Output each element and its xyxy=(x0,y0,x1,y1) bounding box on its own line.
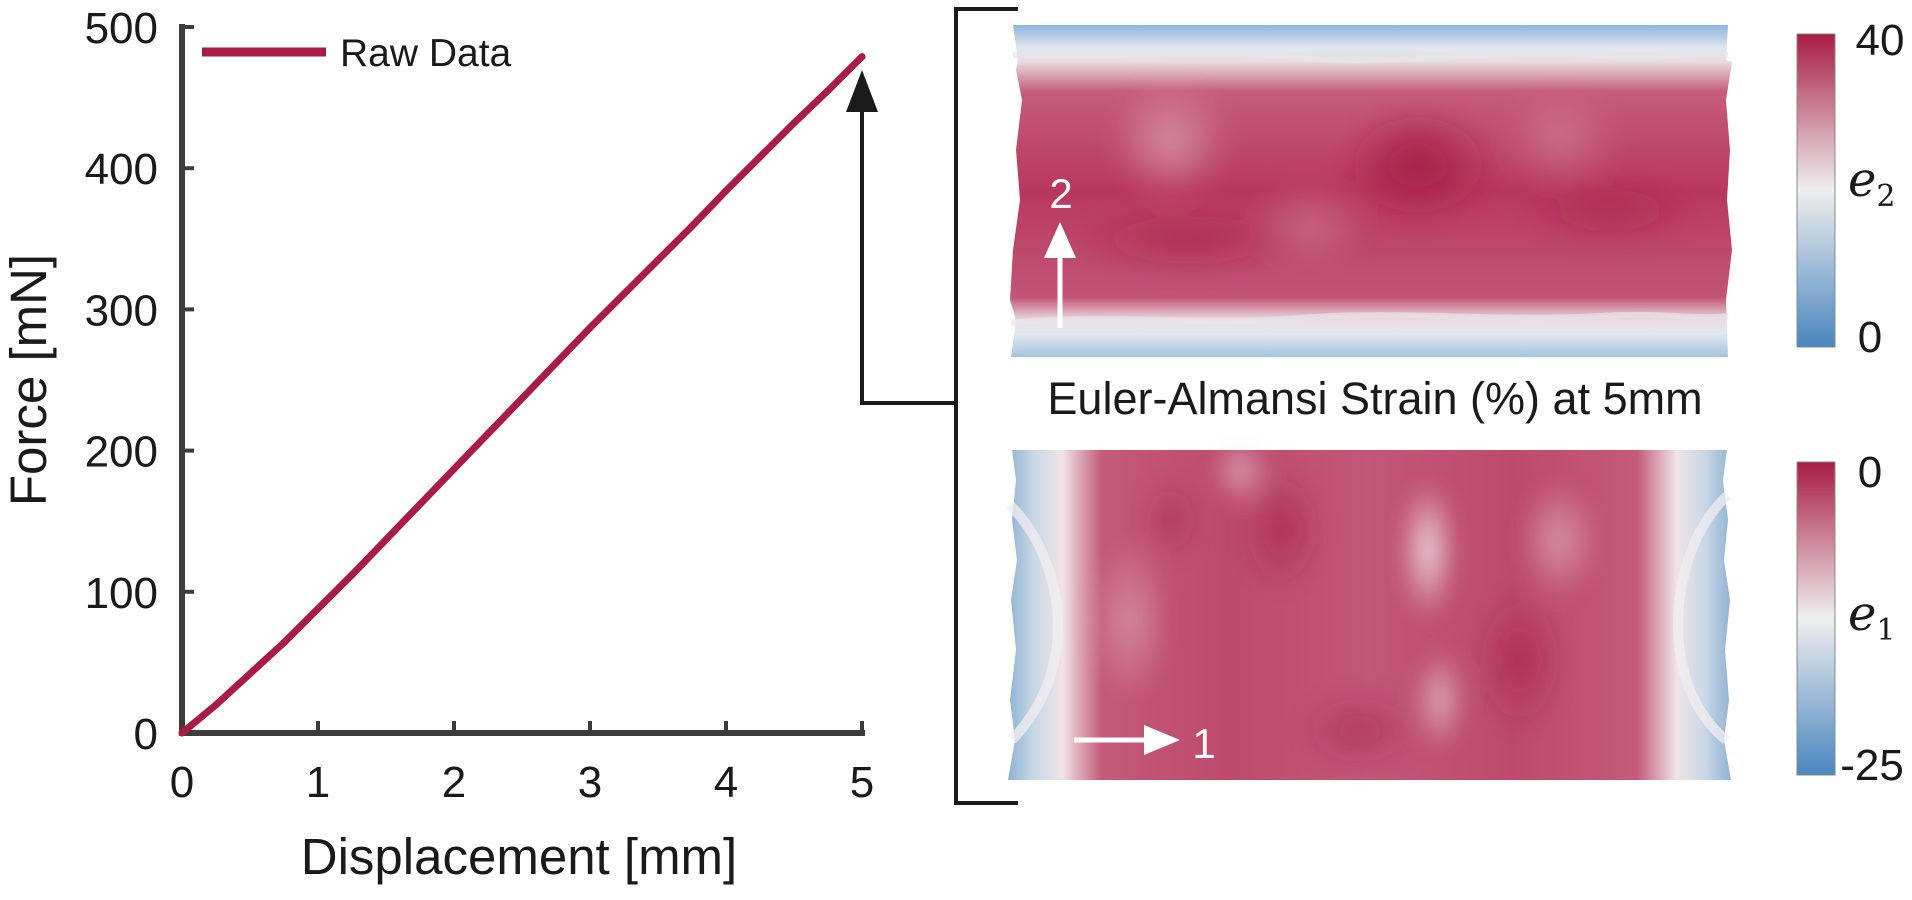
direction-label-1: 1 xyxy=(1192,720,1215,767)
data-point xyxy=(790,119,798,127)
x-tick-label: 3 xyxy=(578,758,602,807)
force-displacement-chart: 0 1 2 3 4 5 0 100 200 300 400 500 Displacement [mm… xyxy=(0,4,956,885)
annotation-arrow xyxy=(860,100,956,405)
colorbar-e1-min-label: -25 xyxy=(1840,741,1904,790)
y-axis-ticks: 0 100 200 300 400 500 xyxy=(85,4,194,759)
data-point xyxy=(722,187,730,195)
x-tick-label: 4 xyxy=(714,758,738,807)
data-point xyxy=(688,222,696,230)
colorbar-e1: 0 -25 e1 xyxy=(1796,448,1904,790)
legend: Raw Data xyxy=(202,32,512,75)
data-point xyxy=(586,324,594,332)
annotation-arrowhead xyxy=(846,70,878,112)
strain-map-e1: 1 xyxy=(1006,435,1732,780)
y-axis-label: Force [mN] xyxy=(0,254,57,506)
y-tick-label: 0 xyxy=(134,710,158,759)
y-tick-label: 400 xyxy=(85,145,158,194)
data-point xyxy=(756,153,764,161)
colorbar-e1-max-label: 0 xyxy=(1858,448,1882,497)
colorbar-e2-gradient xyxy=(1796,33,1836,348)
x-axis-label: Displacement [mm] xyxy=(301,828,737,885)
data-point xyxy=(348,571,356,579)
y-tick-label: 200 xyxy=(85,428,158,477)
direction-arrow-1-head xyxy=(1144,725,1180,755)
y-tick-label: 100 xyxy=(85,569,158,618)
series-layer xyxy=(178,53,866,737)
direction-arrow-2-head xyxy=(1044,222,1076,258)
strain-map-e2: 2 xyxy=(1010,25,1732,357)
strain-map-e2-texture xyxy=(1070,80,1700,275)
data-point xyxy=(552,359,560,367)
strain-map-title: Euler-Almansi Strain (%) at 5mm xyxy=(1047,373,1702,424)
data-point xyxy=(620,290,628,298)
x-tick-label: 5 xyxy=(850,758,874,807)
legend-label: Raw Data xyxy=(340,32,512,75)
colorbar-e1-gradient xyxy=(1796,461,1836,776)
data-point xyxy=(212,701,220,709)
colorbar-e2: 40 0 e2 xyxy=(1796,16,1905,362)
strain-map-e1-right-band xyxy=(1672,491,1732,744)
data-point xyxy=(382,536,390,544)
data-point xyxy=(416,500,424,508)
direction-label-2: 2 xyxy=(1049,170,1072,217)
x-tick-label: 0 xyxy=(170,758,194,807)
data-point xyxy=(280,639,288,647)
data-point xyxy=(858,53,866,61)
data-point xyxy=(484,430,492,438)
panel-bracket xyxy=(954,7,1018,805)
data-point xyxy=(314,605,322,613)
data-point xyxy=(246,670,254,678)
strain-map-e1-texture xyxy=(1090,435,1598,770)
y-tick-label: 500 xyxy=(85,4,158,53)
data-point xyxy=(654,256,662,264)
x-tick-label: 1 xyxy=(306,758,330,807)
y-tick-label: 300 xyxy=(85,286,158,335)
data-point xyxy=(178,729,186,737)
data-point xyxy=(450,465,458,473)
strain-map-e1-left-band xyxy=(1006,501,1064,744)
strain-map-e2-top-band xyxy=(1012,50,1729,64)
strain-maps: 2 Euler-Almansi Strain (%) at 5mm 1 xyxy=(954,7,1905,805)
data-point xyxy=(518,394,526,402)
x-tick-label: 2 xyxy=(442,758,466,807)
colorbar-e2-min-label: 0 xyxy=(1858,313,1882,362)
colorbar-e1-label: e1 xyxy=(1848,586,1896,648)
colorbar-e2-label: e2 xyxy=(1848,152,1896,214)
strain-map-e2-bottom-band xyxy=(1010,311,1729,326)
data-point xyxy=(824,87,832,95)
colorbar-e2-max-label: 40 xyxy=(1856,16,1905,65)
x-axis-ticks: 0 1 2 3 4 5 xyxy=(170,721,874,807)
